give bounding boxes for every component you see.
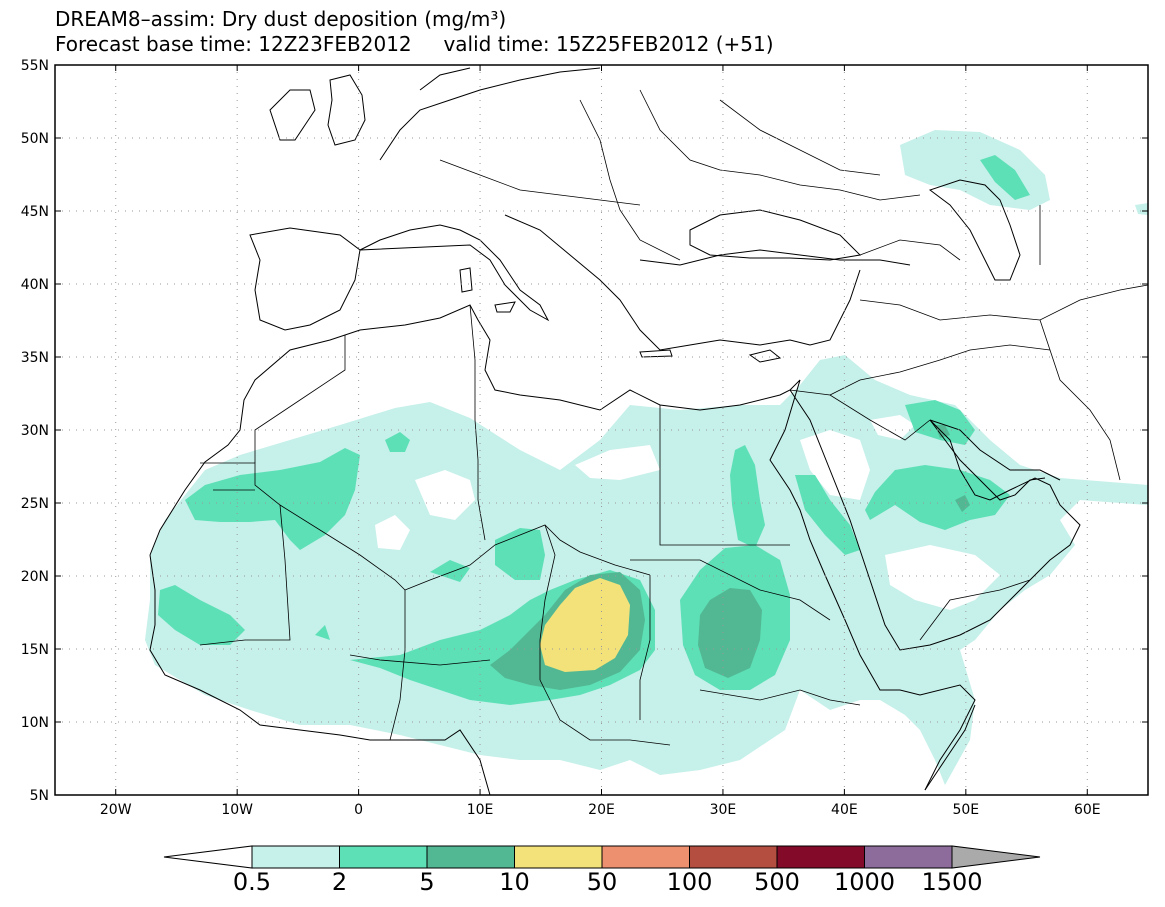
colorbar: 0.5 2 5 10 50 100 500 1000 1500 bbox=[163, 845, 1041, 896]
lat-tick-label: 50N bbox=[21, 131, 49, 147]
colorbar-under-triangle bbox=[163, 845, 253, 869]
dust-field bbox=[145, 130, 1148, 785]
colorbar-swatch bbox=[251, 845, 340, 869]
lat-tick-label: 15N bbox=[21, 642, 49, 658]
forecast-time-subtitle: Forecast base time: 12Z23FEB2012 valid t… bbox=[55, 32, 774, 56]
lon-tick-label: 30E bbox=[710, 802, 737, 818]
lat-tick-label: 25N bbox=[21, 496, 49, 512]
colorbar-label: 1500 bbox=[921, 868, 982, 896]
colorbar-swatch bbox=[339, 845, 428, 869]
colorbar-swatch bbox=[426, 845, 515, 869]
colorbar-label: 2 bbox=[332, 868, 347, 896]
lon-tick-label: 0 bbox=[354, 802, 363, 818]
lat-tick-label: 5N bbox=[30, 788, 49, 804]
lon-tick-label: 50E bbox=[952, 802, 979, 818]
lat-tick-label: 55N bbox=[21, 58, 49, 74]
colorbar-label: 500 bbox=[754, 868, 800, 896]
lon-tick-label: 60E bbox=[1074, 802, 1101, 818]
lat-tick-label: 45N bbox=[21, 204, 49, 220]
lon-tick-label: 10E bbox=[467, 802, 494, 818]
colorbar-label: 50 bbox=[587, 868, 618, 896]
lon-tick-label: 20E bbox=[588, 802, 615, 818]
lon-tick-label: 40E bbox=[831, 802, 858, 818]
graticule bbox=[55, 65, 1148, 795]
colorbar-swatch bbox=[514, 845, 603, 869]
colorbar-swatch bbox=[864, 845, 953, 869]
colorbar-swatch bbox=[689, 845, 778, 869]
dust-holes bbox=[375, 415, 1000, 610]
dust-band-10-50 bbox=[540, 578, 630, 672]
axis-ticks: 5N 10N 15N 20N 25N 30N 35N 40N 45N 50N 55N 20W 10W 0 1… bbox=[21, 58, 1148, 818]
colorbar-swatch bbox=[601, 845, 690, 869]
lat-tick-label: 40N bbox=[21, 277, 49, 293]
colorbar-label: 10 bbox=[499, 868, 530, 896]
lat-tick-label: 10N bbox=[21, 715, 49, 731]
lat-tick-label: 35N bbox=[21, 350, 49, 366]
colorbar-swatch bbox=[776, 845, 865, 869]
colorbar-label: 0.5 bbox=[233, 868, 271, 896]
lon-tick-label: 10W bbox=[221, 802, 253, 818]
colorbar-label: 1000 bbox=[834, 868, 895, 896]
lon-tick-label: 20W bbox=[100, 802, 132, 818]
lat-tick-label: 20N bbox=[21, 569, 49, 585]
colorbar-label: 5 bbox=[419, 868, 434, 896]
borders bbox=[199, 89, 1148, 746]
map-title: DREAM8–assim: Dry dust deposition (mg/m³… bbox=[55, 7, 507, 31]
colorbar-over-triangle bbox=[951, 845, 1041, 869]
coastlines bbox=[149, 67, 1081, 795]
colorbar-label: 100 bbox=[667, 868, 713, 896]
lat-tick-label: 30N bbox=[21, 423, 49, 439]
